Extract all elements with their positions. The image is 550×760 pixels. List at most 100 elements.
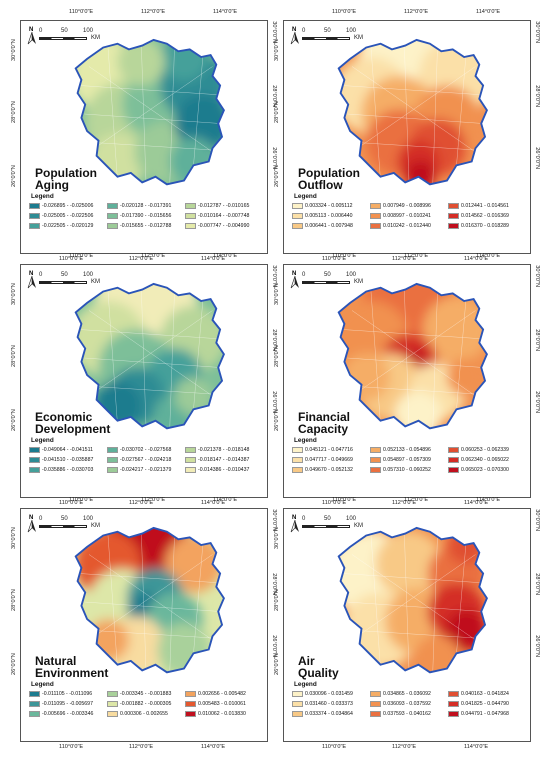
legend-label: -0.041510 - -0.035887 — [42, 457, 94, 463]
scale-unit: KM — [91, 35, 100, 41]
choropleth-map — [74, 526, 225, 674]
legend-item: -0.041510 - -0.035887 — [29, 456, 93, 464]
legend-swatch — [107, 203, 118, 209]
scale-bar-graphic — [39, 281, 87, 284]
legend-swatch — [370, 447, 381, 453]
lon-tick-top: 110°0'0"E — [69, 497, 94, 503]
lon-tick-top: 110°0'0"E — [69, 9, 94, 15]
map-panel-economic-development: 110°0'0"E 112°0'0"E 114°0'0"E 110°0'0"E 112°… — [11, 253, 277, 506]
scale-tick: 0 — [302, 28, 306, 34]
map-title-line: Quality — [298, 666, 339, 680]
scale-bar-graphic — [302, 281, 350, 284]
choropleth-map — [74, 282, 225, 430]
scale-tick: 50 — [61, 272, 68, 278]
legend-label: 0.012441 - 0.014561 — [461, 203, 509, 209]
legend-swatch — [107, 711, 118, 717]
legend-item: -0.011095 - -0.005697 — [29, 700, 93, 708]
scale-tick: 50 — [324, 516, 331, 522]
legend-swatch — [370, 691, 381, 697]
map-title-line: Population — [298, 166, 360, 180]
legend-swatch — [107, 457, 118, 463]
legend-swatch — [448, 701, 459, 707]
lon-tick-top: 114°0'0"E — [476, 497, 501, 503]
lon-tick-bottom: 114°0'0"E — [464, 744, 489, 750]
legend-label: 0.002656 - 0.005482 — [198, 691, 246, 697]
legend-label: 0.052133 - 0.054896 — [383, 447, 431, 453]
scale-bar: 0 50 100 KM — [39, 272, 103, 286]
lon-tick-bottom: 110°0'0"E — [59, 744, 84, 750]
legend-item: -0.003345 - -0.001883 — [107, 690, 171, 698]
legend-label: 0.007949 - 0.008996 — [383, 203, 431, 209]
legend: -0.026895 - -0.025006 -0.025005 - -0.0225… — [29, 202, 265, 250]
legend-item: 0.012441 - 0.014561 — [448, 202, 509, 210]
legend-label: 0.041825 - 0.044790 — [461, 701, 509, 707]
legend-label: -0.027567 - -0.024218 — [120, 457, 172, 463]
scale-tick: 100 — [346, 272, 357, 278]
legend-swatch — [185, 447, 196, 453]
lon-tick-top: 112°0'0"E — [404, 9, 429, 15]
lat-tick-left: 28°0'0"N — [274, 101, 280, 123]
legend-item: 0.057310 - 0.060252 — [370, 466, 431, 474]
scale-tick: 0 — [302, 272, 306, 278]
lat-tick-left: 26°0'0"N — [274, 165, 280, 187]
legend-swatch — [448, 691, 459, 697]
lat-tick-left: 30°0'0"N — [11, 39, 17, 61]
region-fill — [174, 95, 224, 152]
lon-tick-top: 114°0'0"E — [213, 9, 238, 15]
scale-tick: 50 — [324, 272, 331, 278]
region-fill — [423, 296, 487, 363]
legend-title: Legend — [31, 193, 54, 200]
north-arrow-icon: N — [290, 515, 300, 533]
lon-tick-bottom: 112°0'0"E — [129, 500, 154, 506]
scale-tick: 100 — [83, 28, 94, 34]
lon-tick-top: 110°0'0"E — [332, 497, 357, 503]
lat-tick-left: 26°0'0"N — [11, 165, 17, 187]
legend-label: 0.034865 - 0.036092 — [383, 691, 431, 697]
legend-swatch — [292, 223, 303, 229]
legend-swatch — [292, 711, 303, 717]
lon-tick-bottom: 114°0'0"E — [464, 256, 489, 262]
legend-item: 0.016370 - 0.018289 — [448, 222, 509, 230]
legend-swatch — [292, 467, 303, 473]
north-label: N — [29, 27, 34, 33]
scale-tick: 0 — [39, 272, 43, 278]
legend-item: 0.049670 - 0.052132 — [292, 466, 353, 474]
map-title-line: Development — [35, 422, 111, 436]
legend-swatch — [370, 203, 381, 209]
scale-tick: 100 — [83, 272, 94, 278]
legend-label: 0.065023 - 0.070300 — [461, 467, 509, 473]
legend-swatch — [29, 203, 40, 209]
choropleth-map — [74, 38, 225, 186]
legend-label: -0.025005 - -0.022506 — [42, 213, 94, 219]
legend-swatch — [29, 711, 40, 717]
map-panel-air-quality: 110°0'0"E 112°0'0"E 114°0'0"E 110°0'0"E 112°… — [274, 497, 540, 750]
legend-title: Legend — [294, 681, 317, 688]
legend-title: Legend — [294, 437, 317, 444]
north-label: N — [29, 515, 34, 521]
legend-swatch — [448, 203, 459, 209]
lon-tick-top: 112°0'0"E — [141, 253, 166, 259]
legend-label: 0.014562 - 0.016369 — [461, 213, 509, 219]
legend-swatch — [185, 223, 196, 229]
scale-unit: KM — [354, 523, 363, 529]
legend-item: -0.005696 - -0.003346 — [29, 710, 93, 718]
legend-label: 0.040163 - 0.041824 — [461, 691, 509, 697]
lon-tick-bottom: 112°0'0"E — [392, 500, 417, 506]
legend-item: 0.040163 - 0.041824 — [448, 690, 509, 698]
legend-label: -0.012787 - -0.010165 — [198, 203, 250, 209]
legend-item: 0.062340 - 0.065022 — [448, 456, 509, 464]
lon-tick-bottom: 110°0'0"E — [322, 744, 347, 750]
legend-label: 0.047717 - 0.049669 — [305, 457, 353, 463]
north-label: N — [292, 27, 297, 33]
scale-tick: 50 — [324, 28, 331, 34]
legend-label: 0.008997 - 0.010241 — [383, 213, 431, 219]
lat-tick-left: 30°0'0"N — [274, 283, 280, 305]
north-arrow-icon: N — [27, 515, 37, 533]
lon-tick-top: 114°0'0"E — [476, 253, 501, 259]
legend-label: 0.016370 - 0.018289 — [461, 223, 509, 229]
province-outline — [74, 282, 225, 430]
choropleth-map — [337, 282, 488, 430]
legend-item: 0.037593 - 0.040162 — [370, 710, 431, 718]
choropleth-map — [337, 38, 488, 186]
province-outline — [337, 38, 488, 186]
